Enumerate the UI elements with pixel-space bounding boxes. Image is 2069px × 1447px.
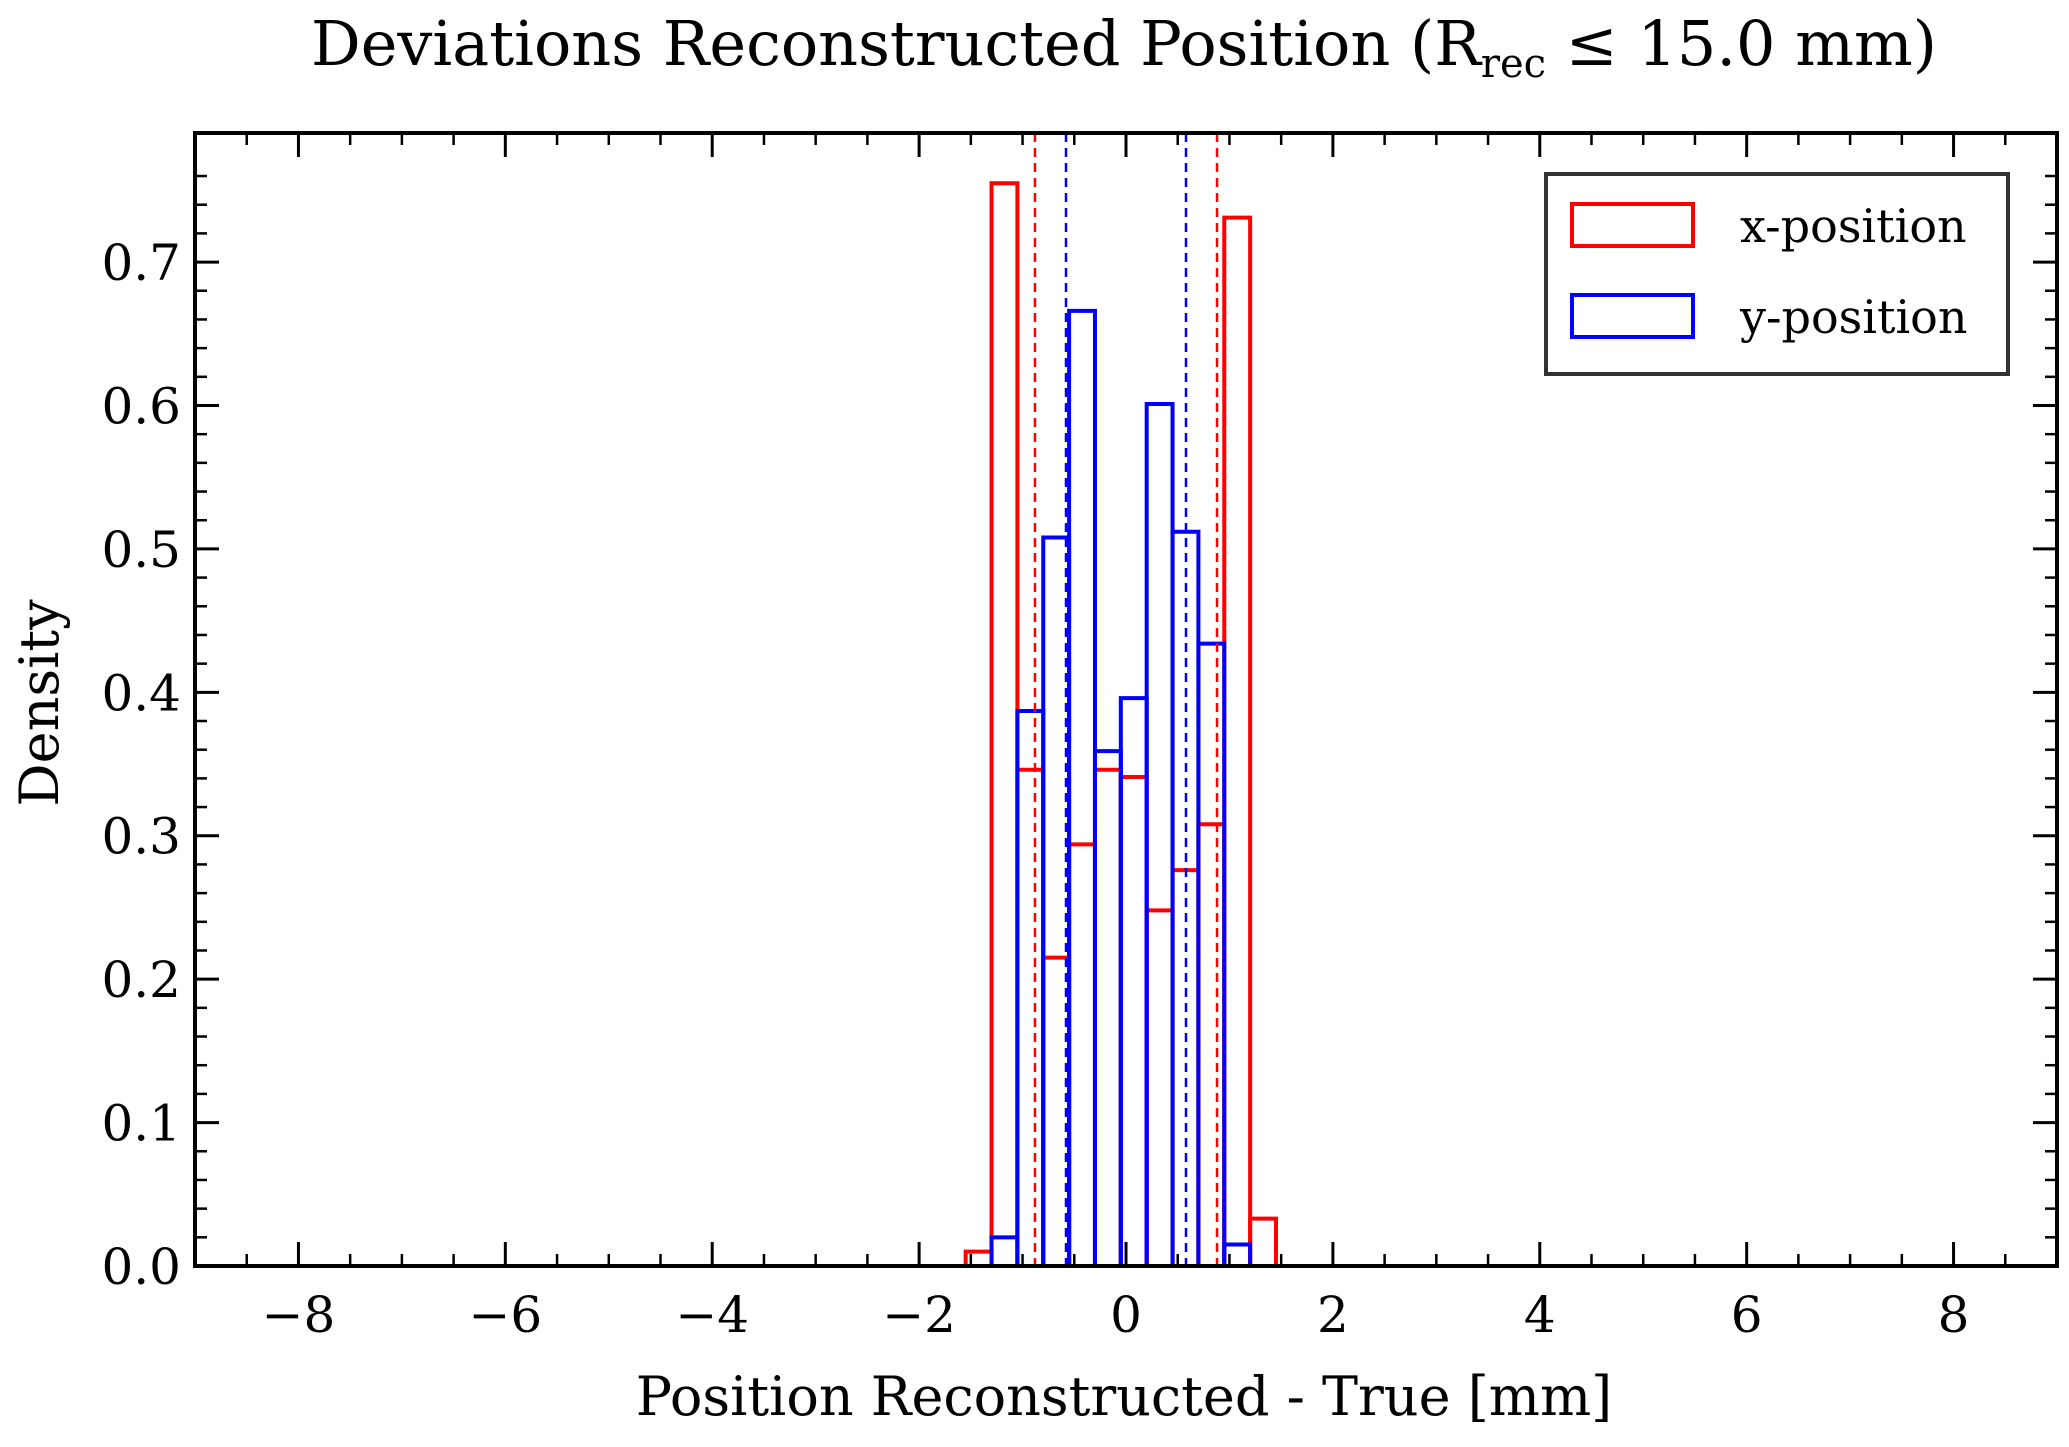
histogram-bin-y-position-8 [1196,641,1227,1266]
histogram-bin-x-position-2 [1015,767,1046,1266]
x-tick-label: 0 [1110,1286,1142,1344]
y-axis-label: Density [8,599,71,807]
y-tick-label: 0.5 [101,521,181,579]
y-tick-label: 0.1 [101,1095,181,1153]
histogram-bin-x-position-4 [1067,842,1097,1266]
legend-label-x-position: x-position [1740,199,1967,253]
histogram-bin-y-position-6 [1144,402,1175,1266]
x-tick-label: 4 [1524,1286,1556,1344]
legend: x-position y-position [1544,172,2010,376]
histogram-bin-x-position-10 [1222,215,1253,1266]
y-tick-label: 0.4 [101,664,181,722]
x-tick-label: −4 [675,1286,749,1344]
x-tick-label: 6 [1731,1286,1763,1344]
histogram-bin-x-position-7 [1144,908,1175,1266]
legend-frame [1544,172,2010,376]
histogram-bin-x-position-6 [1118,774,1149,1266]
histogram-bin-x-position-9 [1196,822,1227,1266]
y-tick-label: 0.0 [101,1238,181,1296]
histogram-bin-y-position-0 [989,1235,1020,1266]
legend-swatch-x-position [1570,202,1695,248]
y-tick-label: 0.3 [101,808,181,866]
legend-label-y-position: y-position [1739,290,1968,344]
histogram-bin-y-position-3 [1067,308,1097,1266]
x-tick-label: −8 [262,1286,336,1344]
x-tick-label: −6 [468,1286,542,1344]
histogram-bin-x-position-11 [1248,1216,1278,1266]
histogram-bin-y-position-5 [1118,696,1149,1266]
y-tick-label: 0.7 [101,234,181,292]
chart-title: Deviations Reconstructed Position (Rrec … [311,7,1937,87]
histogram-bin-x-position-1 [989,181,1020,1266]
y-tick-label: 0.6 [101,377,181,435]
plot-layer: −8 −6 −4 −2 0 2 4 6 8 0.0 0.1 0.2 0.3 0.4 0.5 0.6 0.7 [101,131,2059,1344]
histogram-bin-y-position-1 [1015,708,1046,1266]
histogram-bin-y-position-4 [1092,749,1123,1266]
histogram-bin-x-position-5 [1092,767,1123,1266]
x-tick-label: 8 [1938,1286,1970,1344]
x-axis-label: Position Reconstructed - True [mm] [636,1365,1613,1428]
legend-swatch-y-position [1570,293,1695,339]
x-tick-label: 2 [1317,1286,1349,1344]
x-tick-label: −2 [882,1286,956,1344]
histogram-bin-x-position-0 [963,1249,994,1266]
histogram-bin-y-position-9 [1222,1242,1253,1266]
y-tick-label: 0.2 [101,951,181,1009]
